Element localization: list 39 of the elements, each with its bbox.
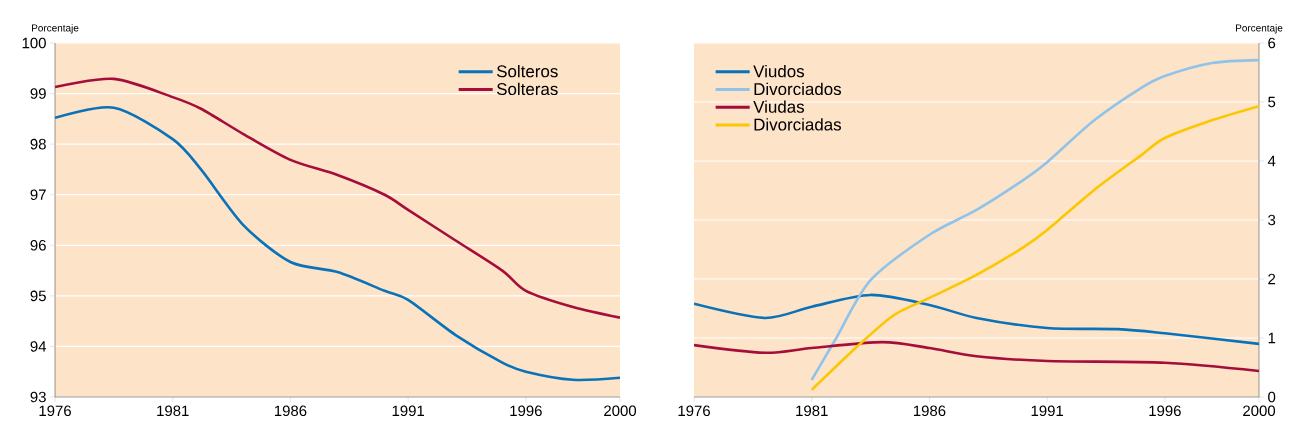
- y-tick-label: 97: [30, 189, 46, 200]
- legend-label: Solteras: [496, 82, 558, 96]
- y-tick-label: 98: [30, 138, 46, 150]
- legend-label: Viudas: [753, 100, 805, 113]
- y-tick-label: 0: [1268, 391, 1276, 403]
- legend-label: Solteros: [496, 64, 558, 78]
- x-tick-label: 2000: [1243, 405, 1276, 417]
- y-axis-title: Porcentaje: [1236, 24, 1283, 34]
- y-tick-label: 3: [1268, 214, 1276, 226]
- x-tick-label: 1981: [157, 405, 189, 417]
- y-tick-label: 94: [30, 341, 47, 352]
- y-tick-label: 6: [1268, 37, 1276, 49]
- y-tick-label: 99: [30, 88, 46, 99]
- y-tick-label: 95: [30, 290, 46, 302]
- y-tick-label: 2: [1268, 273, 1276, 285]
- y-tick-label: 100: [22, 37, 46, 49]
- x-tick-label: 1996: [1149, 405, 1181, 417]
- x-tick-label: 1976: [678, 405, 710, 417]
- x-tick-label: 2000: [604, 405, 637, 417]
- line-series: [694, 340, 1260, 373]
- y-tick-label: 93: [30, 391, 46, 403]
- line-series: [55, 77, 621, 319]
- y-tick-label: 1: [1268, 332, 1276, 344]
- legend-label: Divorciadas: [754, 118, 842, 131]
- x-tick-label: 1981: [796, 405, 828, 417]
- x-tick-label: 1996: [510, 405, 542, 417]
- y-tick-label: 4: [1267, 155, 1276, 167]
- legend-label: Divorciados: [754, 82, 842, 96]
- x-tick-label: 1976: [39, 405, 71, 417]
- legend-label: Viudos: [753, 64, 805, 78]
- x-tick-label: 1986: [274, 405, 307, 417]
- x-tick-label: 1991: [1031, 405, 1064, 417]
- line-series: [55, 106, 621, 382]
- x-tick-label: 1986: [913, 405, 946, 417]
- line-series: [694, 293, 1260, 346]
- x-tick-label: 1991: [392, 405, 425, 417]
- y-axis-title: Porcentaje: [32, 24, 79, 34]
- y-tick-label: 96: [30, 239, 46, 251]
- y-tick-label: 5: [1268, 96, 1276, 108]
